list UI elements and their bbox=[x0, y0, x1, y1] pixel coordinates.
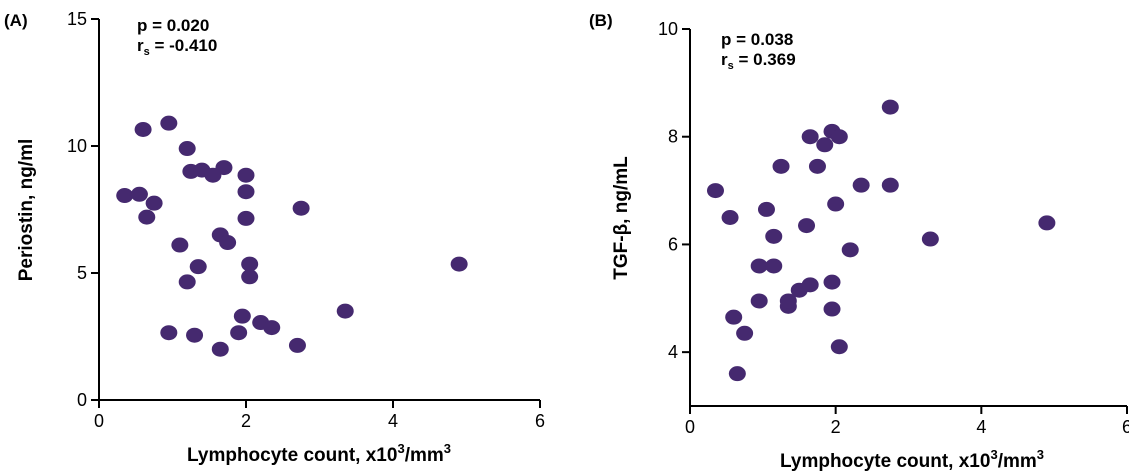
x-tick-label: 4 bbox=[388, 411, 398, 431]
scatter-point bbox=[215, 160, 233, 176]
y-axis-title: TGF-β, ng/mL bbox=[611, 156, 632, 280]
scatter-point bbox=[178, 274, 196, 290]
scatter-point bbox=[798, 218, 816, 234]
x-tick-label: 4 bbox=[976, 417, 986, 437]
scatter-point bbox=[765, 228, 783, 244]
y-axis-title: Periostin, ng/ml bbox=[16, 139, 37, 282]
scatter-point bbox=[145, 195, 163, 211]
x-tick-label: 6 bbox=[1122, 417, 1129, 437]
scatter-point bbox=[921, 231, 939, 247]
scatter-point bbox=[336, 303, 354, 319]
scatter-point bbox=[830, 339, 848, 355]
scatter-point bbox=[830, 129, 848, 145]
scatter-point bbox=[823, 301, 841, 317]
scatter-point bbox=[750, 293, 768, 309]
scatter-point bbox=[841, 242, 859, 258]
scatter-point bbox=[211, 341, 229, 357]
scatter-point bbox=[779, 293, 797, 309]
x-tick-label: 0 bbox=[685, 417, 695, 437]
scatter-point bbox=[292, 200, 310, 216]
x-axis-title: Lymphocyte count, x103/mm3 bbox=[187, 441, 451, 466]
scatter-point bbox=[186, 327, 204, 343]
scatter-point bbox=[230, 325, 248, 341]
y-tick-label: 8 bbox=[668, 127, 678, 147]
scatter-point bbox=[171, 237, 189, 253]
scatter-point bbox=[237, 184, 255, 200]
y-tick-label: 5 bbox=[77, 263, 87, 283]
scatter-point bbox=[189, 259, 207, 275]
scatter-point bbox=[881, 99, 899, 115]
scatter-point bbox=[757, 201, 775, 217]
x-tick-label: 6 bbox=[535, 411, 545, 431]
scatter-point bbox=[237, 210, 255, 226]
scatter-point bbox=[750, 258, 768, 274]
scatter-point bbox=[721, 210, 739, 225]
scatter-point bbox=[130, 186, 148, 202]
scatter-point bbox=[241, 269, 259, 285]
correlation-label: rs = 0.369 bbox=[721, 50, 796, 72]
scatter-point bbox=[816, 137, 834, 153]
scatter-point bbox=[1038, 215, 1056, 231]
scatter-point bbox=[219, 235, 237, 251]
y-tick-label: 6 bbox=[668, 234, 678, 254]
scatter-point bbox=[116, 188, 134, 204]
scatter-point bbox=[725, 309, 743, 325]
p-value-label: p = 0.038 bbox=[721, 30, 793, 49]
x-axis-title: Lymphocyte count, x103/mm3 bbox=[780, 447, 1044, 472]
scatter-point bbox=[450, 256, 468, 272]
y-tick-label: 15 bbox=[67, 9, 87, 29]
scatter-point bbox=[736, 325, 754, 341]
scatter-point bbox=[852, 177, 870, 193]
x-tick-label: 0 bbox=[94, 411, 104, 431]
scatter-point bbox=[233, 308, 251, 324]
scatter-point bbox=[808, 158, 826, 174]
panel-label: (A) bbox=[4, 11, 28, 30]
scatter-point bbox=[160, 115, 178, 131]
scatter-point bbox=[241, 256, 259, 272]
scatter-point bbox=[138, 209, 156, 225]
scatter-point bbox=[801, 129, 819, 145]
p-value-label: p = 0.020 bbox=[137, 16, 209, 35]
scatter-point bbox=[827, 196, 845, 212]
scatter-point bbox=[823, 274, 841, 290]
scatter-point bbox=[706, 183, 724, 199]
y-tick-label: 10 bbox=[658, 19, 678, 39]
correlation-label: rs = -0.410 bbox=[137, 36, 217, 58]
x-tick-label: 2 bbox=[241, 411, 251, 431]
scatter-point bbox=[881, 177, 899, 193]
scatter-point bbox=[160, 325, 178, 341]
scatter-point bbox=[728, 366, 746, 382]
scatter-point bbox=[801, 277, 819, 293]
scatter-point bbox=[772, 158, 790, 174]
y-tick-label: 0 bbox=[77, 390, 87, 410]
scatter-point bbox=[765, 258, 783, 274]
scatter-point bbox=[288, 337, 306, 353]
panel-label: (B) bbox=[589, 11, 613, 30]
x-tick-label: 2 bbox=[831, 417, 841, 437]
scatter-point bbox=[263, 320, 281, 336]
y-tick-label: 10 bbox=[67, 136, 87, 156]
scatter-point bbox=[237, 167, 255, 183]
scatter-point bbox=[134, 121, 152, 137]
scatter-point bbox=[178, 141, 196, 157]
y-tick-label: 4 bbox=[668, 342, 678, 362]
